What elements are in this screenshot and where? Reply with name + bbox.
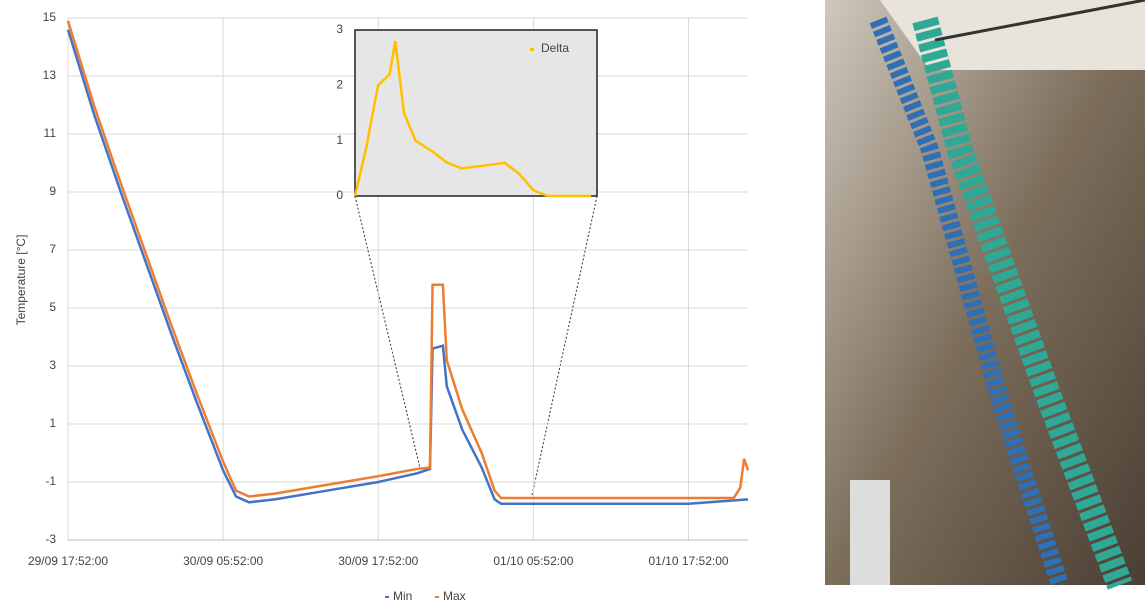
y-tick-label: 13 xyxy=(43,68,57,82)
y-axis-title: Temperature [°C] xyxy=(14,235,28,326)
y-tick-label: 0 xyxy=(336,188,343,202)
x-tick-label: 01/10 05:52:00 xyxy=(493,554,573,568)
x-tick-label: 30/09 05:52:00 xyxy=(183,554,263,568)
plot-area xyxy=(354,29,598,197)
x-tick-label: 30/09 17:52:00 xyxy=(338,554,418,568)
y-tick-label: 3 xyxy=(49,358,56,372)
y-tick-label: -3 xyxy=(45,532,56,546)
series-line xyxy=(66,29,749,505)
series-line xyxy=(353,40,592,198)
legend-label: Max xyxy=(443,589,466,603)
connector xyxy=(530,195,598,501)
y-tick-label: 7 xyxy=(49,242,56,256)
x-tick-label: 29/09 17:52:00 xyxy=(28,554,108,568)
y-tick-label: 1 xyxy=(49,416,56,430)
legend-swatch xyxy=(385,596,389,598)
legend-label: Delta xyxy=(541,41,569,55)
y-tick-label: -1 xyxy=(45,474,56,488)
legend-swatch xyxy=(435,596,439,598)
photo xyxy=(825,0,1145,590)
y-tick-label: 2 xyxy=(336,78,343,92)
y-tick-label: 15 xyxy=(43,10,57,24)
legend-label: Min xyxy=(393,589,412,603)
y-tick-label: 9 xyxy=(49,184,56,198)
y-tick-label: 5 xyxy=(49,300,56,314)
y-tick-label: 3 xyxy=(336,22,343,36)
series-line xyxy=(66,20,750,500)
x-tick-label: 01/10 17:52:00 xyxy=(648,554,728,568)
legend-swatch xyxy=(530,48,534,51)
y-tick-label: 1 xyxy=(336,133,343,147)
connector xyxy=(354,195,421,469)
y-tick-label: 11 xyxy=(44,126,57,140)
